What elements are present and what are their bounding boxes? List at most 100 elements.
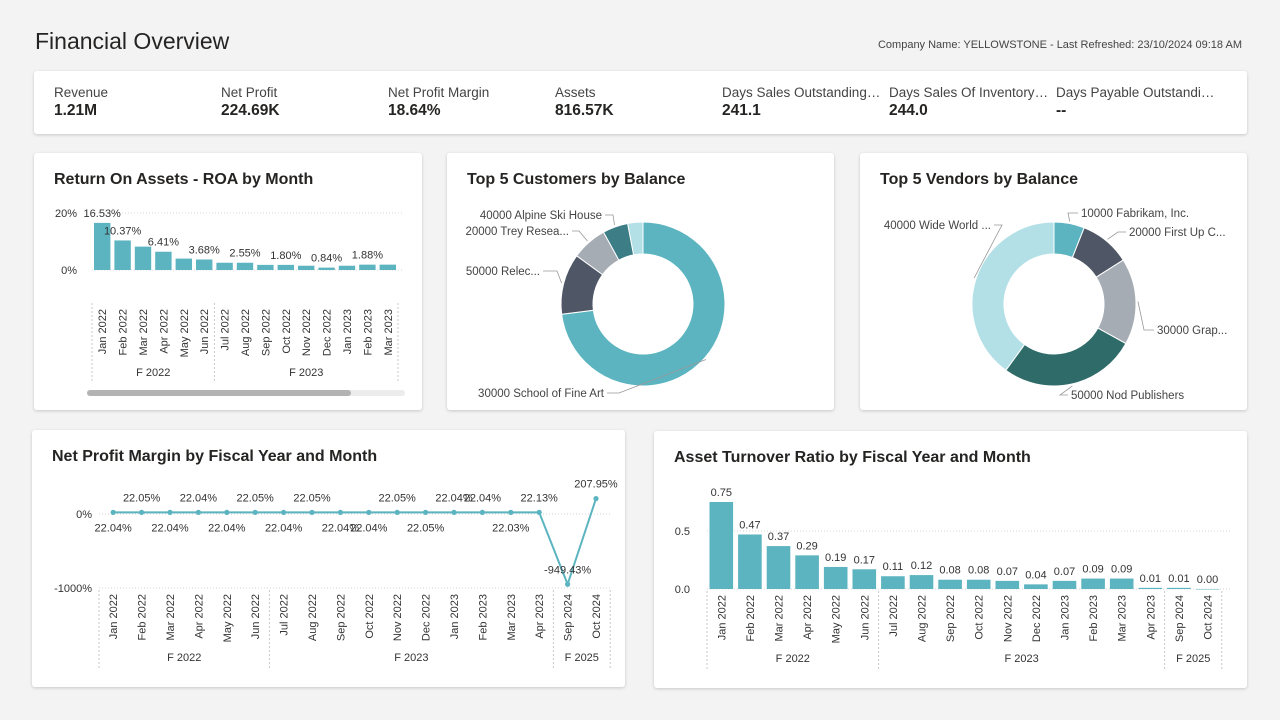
kpi-revenue[interactable]: Revenue 1.21M (54, 85, 216, 120)
x-tick-label: Dec 2022 (1031, 595, 1043, 642)
kpi-days-sales-inventory[interactable]: Days Sales Of Inventory -... 244.0 (889, 85, 1051, 120)
x-tick-label: Aug 2022 (240, 309, 252, 356)
x-tick-label: Jul 2022 (279, 594, 291, 636)
atr-bar (1138, 587, 1163, 589)
x-tick-label: Oct 2024 (591, 594, 603, 639)
atr-bar (938, 579, 962, 589)
npm-data-label: 22.05% (123, 492, 161, 504)
y-tick-label: 0% (61, 265, 77, 277)
atr-bar (995, 580, 1020, 589)
atr-data-label: 0.09 (1082, 564, 1103, 576)
atr-bar (709, 502, 734, 589)
atr-data-label: 0.11 (883, 561, 904, 573)
x-tick-label: Sep 2024 (563, 594, 575, 641)
vendors-card: Top 5 Vendors by Balance 10000 Fabrikam,… (860, 153, 1247, 410)
x-tick-label: Dec 2022 (421, 594, 433, 641)
leader-line (1107, 231, 1126, 240)
atr-data-label: 0.01 (1140, 573, 1161, 585)
x-tick-label: Jul 2022 (888, 595, 900, 637)
npm-card: Net Profit Margin by Fiscal Year and Mon… (32, 430, 625, 687)
customers-chart-title: Top 5 Customers by Balance (467, 171, 686, 188)
slice-label: 30000 School of Fine Art (478, 388, 605, 400)
x-tick-label: Oct 2024 (1203, 595, 1215, 640)
npm-data-label: 22.13% (521, 492, 559, 504)
kpi-card: Revenue 1.21M Net Profit 224.69K Net Pro… (34, 71, 1247, 134)
npm-point (167, 509, 173, 515)
vendors-donut-chart: 10000 Fabrikam, Inc. 20000 First Up C... 3… (884, 208, 1228, 402)
npm-point (508, 509, 514, 515)
roa-data-label: 0.84% (311, 253, 342, 265)
atr-bar (852, 569, 877, 589)
slice-label: 30000 Grap... (1157, 325, 1227, 337)
atr-bar (1167, 587, 1191, 589)
npm-point (281, 509, 287, 515)
kpi-value: 224.69K (221, 102, 280, 119)
donut-slice (627, 221, 644, 256)
x-tick-label: Apr 2022 (802, 595, 814, 640)
atr-data-label: 0.47 (739, 519, 760, 531)
npm-data-label: 22.04% (350, 522, 388, 534)
x-tick-label: Sep 2022 (260, 309, 272, 356)
leader-line (543, 270, 563, 284)
kpi-assets[interactable]: Assets 816.57K (555, 85, 717, 120)
atr-bar (1081, 578, 1105, 589)
kpi-net-profit[interactable]: Net Profit 224.69K (221, 85, 383, 120)
x-tick-label: Mar 2023 (383, 309, 395, 355)
kpi-net-profit-margin[interactable]: Net Profit Margin 18.64% (388, 85, 550, 120)
x-tick-label: Mar 2022 (774, 595, 786, 641)
kpi-days-sales-outstanding[interactable]: Days Sales Outstanding -... 241.1 (722, 85, 884, 120)
atr-bar (738, 534, 762, 589)
atr-data-label: 0.00 (1197, 574, 1218, 586)
fiscal-group-label: F 2023 (289, 367, 323, 379)
customers-donut-chart: 30000 School of Fine Art 50000 Relec... 20… (465, 210, 726, 400)
atr-data-label: 0.08 (968, 565, 989, 577)
leader-line (607, 359, 707, 394)
roa-data-label: 16.53% (84, 208, 122, 220)
x-tick-label: Nov 2022 (1002, 595, 1014, 642)
roa-data-label: 3.68% (189, 245, 220, 257)
x-tick-label: Jul 2022 (220, 309, 232, 351)
y-tick-label: -1000% (54, 583, 92, 595)
company-refresh-info: Company Name: YELLOWSTONE - Last Refresh… (877, 39, 1242, 51)
kpi-days-payable-outstanding[interactable]: Days Payable Outstanding ... -- (1056, 85, 1218, 120)
leader-line (1137, 301, 1154, 331)
scrollbar-thumb[interactable] (87, 390, 351, 396)
npm-data-label: 22.04% (435, 492, 473, 504)
npm-data-label: -949.43% (544, 564, 591, 576)
npm-data-label: 207.95% (574, 479, 618, 491)
roa-chart: 20% 0% 16.53% 10.37% 6.41% 3.68% 2.55% 1.80% 0.8… (55, 208, 405, 396)
x-tick-label: Apr 2022 (158, 309, 170, 354)
x-tick-label: May 2022 (179, 309, 191, 357)
kpi-value: 18.64% (388, 102, 441, 119)
atr-bar (1024, 584, 1048, 589)
roa-data-label: 2.55% (229, 248, 260, 260)
roa-bar (216, 262, 233, 270)
donut-slice (1005, 327, 1127, 387)
kpi-value: 241.1 (722, 102, 761, 119)
atr-data-label: 0.07 (997, 566, 1018, 578)
fiscal-group-label: F 2022 (167, 652, 201, 664)
npm-point (110, 509, 116, 515)
leader-line (1058, 385, 1073, 396)
atr-data-label: 0.04 (1025, 569, 1046, 581)
roa-card: Return On Assets - ROA by Month 20% 0% 16.… (34, 153, 422, 410)
x-tick-label: Oct 2022 (281, 309, 293, 354)
page-title: Financial Overview (35, 28, 230, 54)
leader-line (605, 214, 615, 226)
npm-point (451, 509, 457, 515)
x-tick-label: Mar 2023 (506, 594, 518, 640)
atr-bar (881, 576, 905, 589)
x-tick-label: Jan 2022 (97, 309, 109, 354)
x-tick-label: Mar 2022 (138, 309, 150, 355)
fiscal-group-label: F 2022 (136, 367, 170, 379)
npm-data-label: 22.04% (322, 522, 360, 534)
kpi-value: 816.57K (555, 102, 614, 119)
roa-bar (277, 264, 294, 270)
vendors-chart-title: Top 5 Vendors by Balance (880, 171, 1078, 188)
npm-point (224, 509, 230, 515)
x-tick-label: Jun 2022 (199, 309, 211, 354)
roa-bar (236, 262, 254, 270)
y-tick-label: 0.0 (675, 584, 690, 596)
kpi-label: Net Profit Margin (388, 85, 490, 100)
roa-bar (257, 264, 274, 270)
